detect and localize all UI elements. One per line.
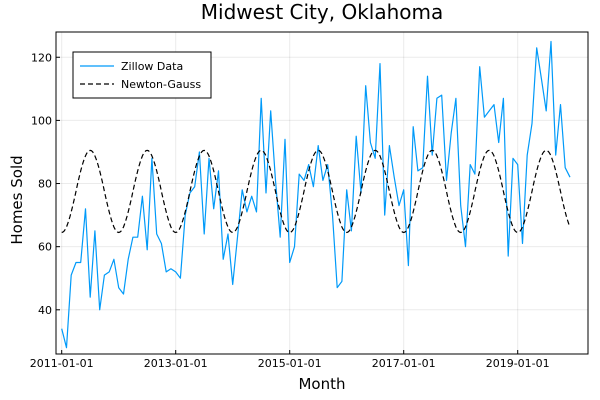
- legend-box: [72, 51, 212, 99]
- x-tick-label: 2015-01-01: [258, 357, 322, 370]
- y-tick-label: 60: [38, 241, 52, 254]
- legend: Zillow Data Newton-Gauss: [72, 51, 212, 99]
- x-tick-label: 2011-01-01: [30, 357, 94, 370]
- legend-label-newton-gauss: Newton-Gauss: [121, 78, 201, 91]
- y-tick-label: 120: [31, 51, 52, 64]
- plot-frame: [55, 31, 589, 355]
- y-tick-label: 40: [38, 304, 52, 317]
- y-tick-label: 100: [31, 114, 52, 127]
- y-tick-label: 80: [38, 178, 52, 191]
- series-line-newton-gauss: [61, 149, 571, 234]
- series-layer: [61, 40, 571, 349]
- x-tick-label: 2013-01-01: [144, 357, 208, 370]
- y-axis-label: Homes Sold: [8, 155, 26, 244]
- series-line-zillow-data: [61, 40, 571, 349]
- axis-ticks: 2011-01-01 2013-01-01 2015-01-01 2017-01-01…: [30, 51, 550, 370]
- x-tick-label: 2017-01-01: [372, 357, 436, 370]
- chart-title: Midwest City, Oklahoma: [201, 0, 444, 24]
- x-axis-label: Month: [298, 375, 345, 393]
- x-tick-label: 2019-01-01: [486, 357, 550, 370]
- legend-label-zillow: Zillow Data: [121, 60, 183, 73]
